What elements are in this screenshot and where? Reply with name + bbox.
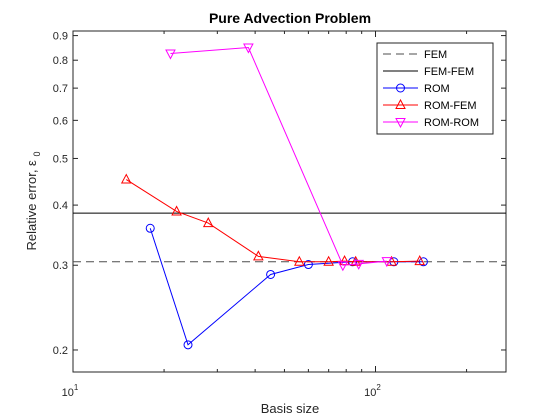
x-axis-label: Basis size [261, 401, 320, 416]
series-rom-fem-point [294, 255, 305, 266]
series-rom-fem-point [350, 255, 362, 266]
series-rom-fem-point [120, 173, 132, 184]
x-tick-label-base: 10 [62, 387, 74, 399]
x-tick-label-exponent: 1 [74, 383, 79, 392]
legend-label-rom-fem: ROM-FEM [424, 100, 477, 112]
y-tick-label: 0.8 [53, 55, 68, 67]
x-tick-label-exponent: 2 [376, 383, 381, 392]
y-tick-label: 0.7 [53, 83, 68, 95]
y-axis-label-main: Relative error, [24, 166, 39, 251]
x-tick-label: 102 [364, 383, 381, 399]
legend-marker-rom [396, 83, 405, 93]
series-rom-rom-point [243, 43, 254, 54]
series-rom-point [183, 340, 193, 350]
series-rom-point [418, 257, 428, 267]
series-rom-fem-point [253, 250, 264, 261]
series-rom-rom-point [381, 257, 393, 268]
y-tick-label: 0.3 [53, 260, 68, 272]
series-rom-point [303, 260, 313, 270]
x-tick-label: 101 [62, 383, 79, 399]
series-rom-fem-point [202, 217, 214, 228]
chart-title: Pure Advection Problem [209, 10, 371, 26]
y-tick-label: 0.5 [53, 153, 68, 165]
series-rom-point [145, 223, 155, 233]
y-axis-label: Relative error, ε 0 [24, 152, 42, 251]
x-tick-label-base: 10 [364, 387, 376, 399]
legend-label-fem: FEM [424, 49, 447, 61]
series-rom-rom-point [353, 259, 365, 270]
y-tick-label: 0.2 [53, 345, 68, 357]
y-tick-label: 0.9 [53, 31, 68, 43]
y-tick-label: 0.6 [53, 115, 68, 127]
series-rom-fem-point [414, 255, 426, 266]
y-tick-label: 0.4 [53, 200, 68, 212]
legend-marker-rom-rom [395, 118, 406, 129]
y-axis-label-subscript: 0 [32, 152, 42, 157]
series-rom-fem-line [126, 179, 420, 263]
series-rom-point [266, 269, 276, 279]
legend-marker-rom-fem [395, 98, 406, 109]
series-rom-fem-point [171, 205, 182, 216]
y-axis-label-symbol: ε [24, 160, 39, 166]
series-rom-fem-point [323, 255, 334, 266]
series-rom-rom-point [165, 49, 176, 60]
series-rom-rom-line [170, 47, 387, 266]
legend-label-rom: ROM [424, 83, 450, 95]
legend: FEM FEM-FEM ROM ROM-FEM ROM-ROM [376, 42, 494, 135]
series-layer [73, 43, 506, 350]
legend-label-fem-fem: FEM-FEM [424, 66, 474, 78]
legend-label-rom-rom: ROM-ROM [424, 117, 479, 129]
series-rom-rom-point [337, 261, 349, 272]
